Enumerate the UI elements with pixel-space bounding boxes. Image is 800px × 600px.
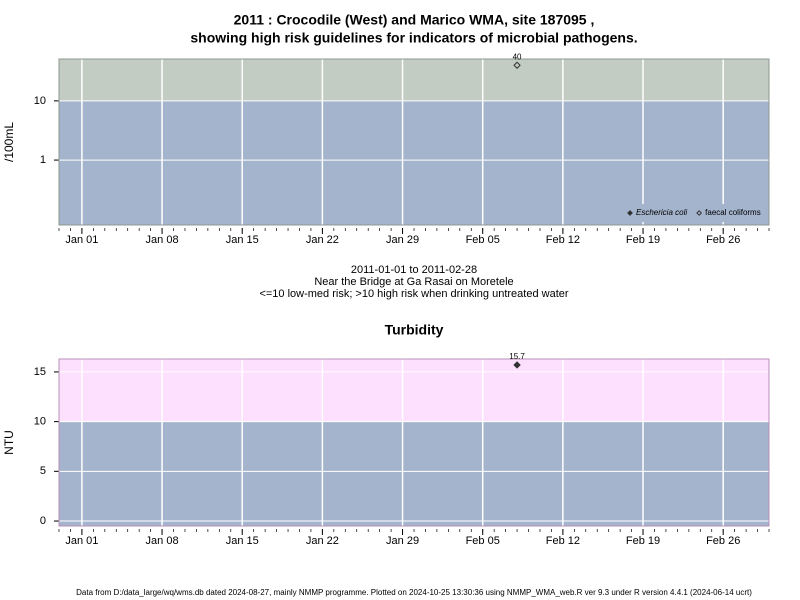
legend-label: Eschericia coli — [636, 208, 687, 217]
x-tick-label: Feb 05 — [466, 535, 500, 547]
x-tick-label: Feb 19 — [626, 535, 660, 547]
point — [513, 61, 521, 69]
x-tick-label: Jan 29 — [386, 535, 419, 547]
x-tick-label: Jan 01 — [65, 535, 98, 547]
high-risk-band — [59, 359, 769, 422]
chart-title: Turbidity — [385, 322, 444, 338]
x-tick-label: Jan 08 — [146, 234, 179, 246]
y-tick-label: 15 — [34, 366, 46, 378]
footer: Data from D:/data_large/wq/wms.db dated … — [76, 588, 752, 597]
x-tick-label: Feb 12 — [546, 234, 580, 246]
chart-title: showing high risk guidelines for indicat… — [190, 30, 637, 46]
legend: Eschericia coli faecal coliforms — [624, 204, 766, 222]
x-tick-label: Jan 08 — [146, 535, 179, 547]
legend-box — [624, 204, 766, 222]
legend-marker — [696, 210, 703, 216]
y-tick-label: 1 — [40, 154, 46, 166]
y-tick-label: 10 — [34, 416, 46, 428]
plot-border — [58, 58, 770, 226]
x-tick-label: Jan 29 — [386, 234, 419, 246]
x-tick-label: Jan 15 — [226, 234, 259, 246]
legend-label: faecal coliforms — [705, 208, 761, 217]
y-tick-label: 10 — [34, 95, 46, 107]
x-tick-label: Jan 01 — [65, 234, 98, 246]
x-tick-label: Feb 19 — [626, 234, 660, 246]
note: Near the Bridge at Ga Rasai on Moretele — [314, 276, 513, 288]
note: <=10 low-med risk; >10 high risk when dr… — [259, 288, 568, 300]
x-tick-label: Feb 05 — [466, 234, 500, 246]
note: 2011-01-01 to 2011-02-28 — [351, 264, 477, 276]
x-tick-label: Feb 26 — [706, 535, 740, 547]
y-axis-label: NTU — [2, 430, 16, 455]
low-risk-band — [59, 421, 769, 526]
legend-marker — [627, 210, 633, 216]
high-risk-band — [59, 59, 769, 101]
x-tick-label: Jan 22 — [306, 535, 339, 547]
x-tick-label: Jan 22 — [306, 234, 339, 246]
data-label: 40 — [513, 52, 522, 61]
point — [513, 361, 521, 369]
x-tick-label: Feb 26 — [706, 234, 740, 246]
y-tick-label: 5 — [40, 465, 46, 477]
plot-border — [58, 358, 770, 527]
y-axis-label: /100mL — [2, 122, 16, 162]
x-tick-label: Jan 15 — [226, 535, 259, 547]
y-tick-label: 0 — [40, 515, 46, 527]
x-tick-label: Feb 12 — [546, 535, 580, 547]
chart-title: 2011 : Crocodile (West) and Marico WMA, … — [234, 12, 595, 28]
data-label: 15.7 — [509, 352, 525, 361]
